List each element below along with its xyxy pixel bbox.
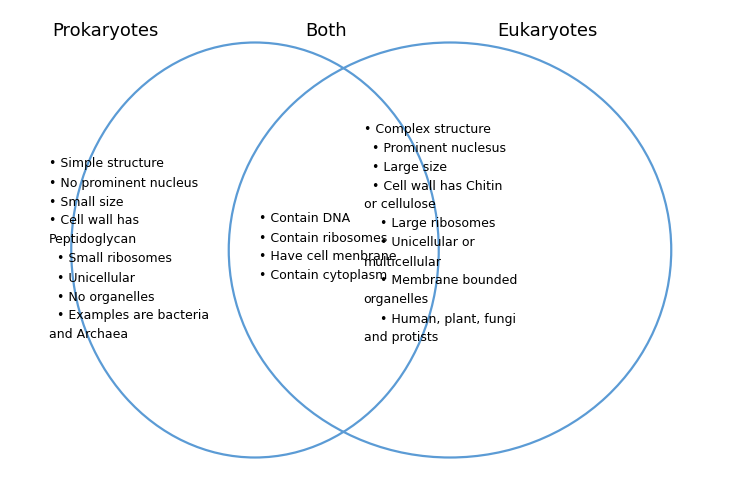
- Text: • Simple structure
• No prominent nucleus
• Small size
• Cell wall has
Peptidogl: • Simple structure • No prominent nucleu…: [49, 158, 209, 342]
- Text: • Contain DNA
• Contain ribosomes
• Have cell menbrane
• Contain cytoplasm: • Contain DNA • Contain ribosomes • Have…: [259, 212, 396, 282]
- Text: Both: Both: [305, 22, 347, 40]
- Text: Prokaryotes: Prokaryotes: [52, 22, 158, 40]
- Text: Eukaryotes: Eukaryotes: [497, 22, 598, 40]
- Text: • Complex structure
  • Prominent nuclesus
  • Large size
  • Cell wall has Chit: • Complex structure • Prominent nuclesus…: [364, 122, 518, 344]
